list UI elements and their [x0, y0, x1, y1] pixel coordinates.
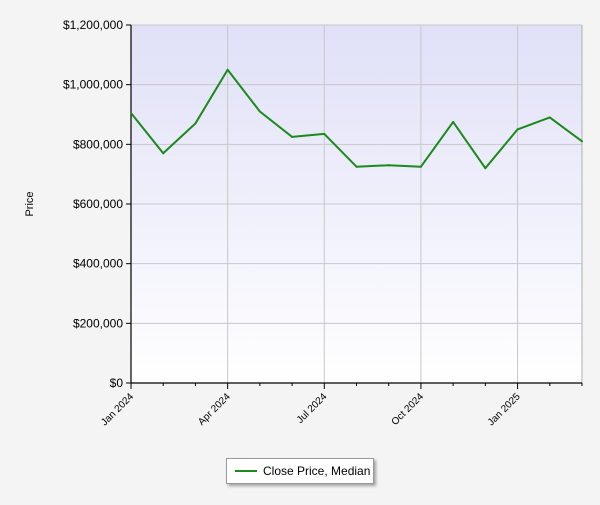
data-point: [226, 68, 229, 71]
data-point: [258, 110, 261, 113]
x-tick-label: Apr 2024: [196, 391, 233, 428]
y-tick-label: $600,000: [73, 197, 123, 211]
data-point: [355, 165, 358, 168]
legend: Close Price, Median: [226, 458, 374, 484]
data-point: [291, 135, 294, 138]
legend-label: Close Price, Median: [263, 464, 371, 478]
x-tick-label: Oct 2024: [390, 391, 427, 428]
legend-swatch: [235, 470, 257, 472]
x-tick-label: Jan 2024: [99, 391, 136, 428]
y-axis-title: Price: [24, 191, 36, 216]
data-point: [130, 112, 132, 115]
data-point: [323, 132, 326, 135]
data-point: [419, 165, 422, 168]
data-point: [548, 116, 551, 119]
y-tick-label: $1,000,000: [63, 78, 123, 92]
data-point: [452, 120, 455, 123]
x-tick-label: Jul 2024: [295, 391, 330, 426]
data-point: [484, 167, 487, 170]
data-point: [581, 140, 583, 143]
data-point: [516, 128, 519, 131]
y-tick-label: $0: [110, 376, 124, 390]
data-point: [387, 164, 390, 167]
y-tick-label: $200,000: [73, 316, 123, 330]
y-tick-label: $400,000: [73, 257, 123, 271]
y-tick-label: $800,000: [73, 137, 123, 151]
x-tick-label: Jan 2025: [486, 391, 523, 428]
y-tick-label: $1,200,000: [63, 18, 123, 32]
data-point: [194, 122, 197, 125]
data-point: [162, 152, 165, 155]
